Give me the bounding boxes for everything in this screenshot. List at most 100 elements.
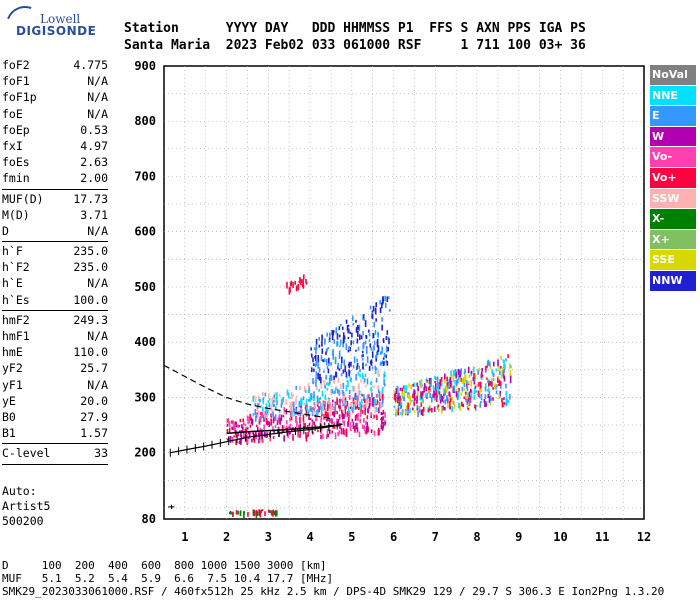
param-row: D N/A (2, 224, 108, 240)
echo-point (340, 373, 343, 377)
echo-point (226, 419, 229, 423)
header-row1: Station YYYY DAY DDD HHMMSS P1 FFS S AXN… (124, 21, 586, 36)
echo-point (468, 381, 470, 385)
echo-point (318, 388, 320, 392)
echo-point (464, 395, 467, 399)
echo-point (265, 434, 267, 438)
param-name: h`F2 (2, 260, 30, 275)
echo-point (318, 377, 321, 381)
echo-point (459, 377, 461, 382)
echo-point (362, 354, 364, 358)
echo-point (449, 397, 452, 403)
echo-point (386, 360, 389, 366)
echo-point (270, 418, 273, 426)
echo-point (356, 413, 358, 420)
param-row: fmin 2.00 (2, 171, 108, 187)
echo-point (380, 403, 383, 409)
echo-point (270, 404, 273, 412)
echo-point (464, 374, 466, 379)
echo-point (385, 360, 388, 363)
param-name: yF2 (2, 361, 23, 376)
echo-point (434, 394, 437, 401)
echo-point (348, 410, 351, 418)
echo-point (407, 402, 409, 410)
echo-point (321, 334, 323, 341)
echo-point (334, 406, 336, 413)
echo-point (465, 398, 467, 403)
echo-point (485, 403, 488, 407)
echo-point (268, 393, 270, 399)
echo-point (477, 390, 480, 397)
echo-point (277, 417, 280, 423)
echo-point (422, 406, 425, 412)
lowell-digisonde-logo: Lowell DIGISONDE (0, 0, 96, 51)
echo-point (312, 377, 314, 384)
echo-point (494, 383, 496, 390)
echo-point (368, 333, 371, 337)
echo-point (365, 420, 367, 425)
echo-point (320, 403, 322, 411)
echo-point (331, 350, 334, 356)
echo-point (247, 511, 249, 517)
legend-item: NNW (650, 270, 696, 291)
echo-point (489, 395, 492, 402)
echo-point (337, 365, 339, 370)
echo-point (364, 430, 367, 434)
echo-point (454, 380, 456, 385)
echo-point (417, 411, 419, 418)
echo-point (449, 392, 451, 398)
echo-point (312, 431, 314, 435)
echo-point (491, 377, 493, 382)
electron-density-profile (226, 423, 343, 435)
echo-point (340, 427, 343, 435)
echo-point (354, 392, 357, 398)
echo-point (345, 343, 348, 350)
echo-point (451, 397, 453, 401)
echo-point (344, 429, 346, 436)
echo-point (298, 401, 301, 408)
echo-point (302, 414, 305, 422)
echo-point (327, 412, 329, 419)
echo-point (309, 393, 312, 399)
echo-point (464, 375, 467, 382)
echo-point (319, 373, 321, 378)
echo-point (361, 350, 364, 354)
param-value: N/A (87, 74, 108, 89)
echo-point (285, 425, 288, 432)
echo-point (481, 368, 484, 372)
echo-point (373, 345, 375, 351)
echo-point (492, 387, 494, 390)
echo-point (377, 385, 380, 392)
echo-point (382, 421, 384, 429)
echo-point (291, 400, 294, 405)
echo-point (254, 415, 257, 422)
param-name: hmE (2, 345, 23, 360)
echo-point (290, 280, 293, 286)
param-value: 1.57 (80, 426, 108, 441)
echo-point (338, 402, 341, 406)
echo-point (338, 334, 341, 338)
echo-point (393, 394, 396, 401)
param-name: foF2 (2, 58, 30, 72)
x-tick-label: 2 (223, 530, 230, 544)
echo-point (342, 384, 345, 388)
echo-point (342, 369, 345, 374)
echo-point (484, 370, 487, 373)
echo-point (265, 403, 268, 410)
echo-point (247, 431, 250, 435)
echo-point (324, 338, 326, 345)
echo-point (336, 399, 339, 404)
echo-point (341, 420, 344, 423)
echo-point (433, 397, 436, 401)
echo-point (446, 387, 448, 394)
echo-point (276, 429, 279, 434)
echo-point (458, 402, 460, 409)
y-tick-label: 400 (134, 335, 156, 349)
echo-point (438, 391, 441, 396)
echo-point (261, 411, 264, 419)
echo-point (353, 395, 356, 399)
echo-point (383, 379, 385, 386)
x-tick-label: 6 (390, 530, 397, 544)
echo-point (498, 366, 500, 372)
echo-point (275, 397, 278, 402)
